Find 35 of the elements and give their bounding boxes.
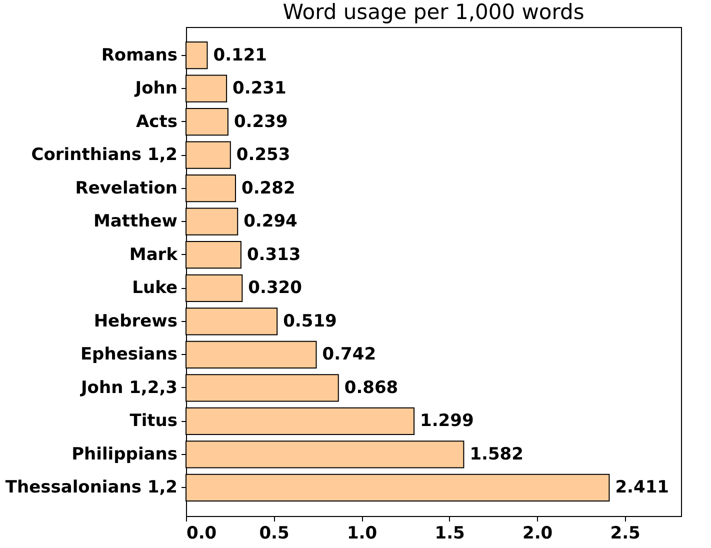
data-label: 0.239 <box>234 112 288 132</box>
y-tick-label: Philippians <box>72 444 178 464</box>
data-label: 0.294 <box>244 212 298 232</box>
y-tick-label: Romans <box>101 45 178 66</box>
data-label: 2.411 <box>615 478 669 498</box>
x-tick-label: 2.5 <box>610 524 640 544</box>
y-tick-label: Mark <box>129 244 178 265</box>
data-label: 0.519 <box>283 311 337 332</box>
y-tick-label: Hebrews <box>94 311 178 332</box>
x-tick-label: 2.0 <box>522 524 553 544</box>
data-label: 0.282 <box>242 178 296 198</box>
data-label: 0.868 <box>344 378 398 398</box>
y-tick-label: Luke <box>132 278 178 298</box>
y-tick-label: Matthew <box>94 212 178 232</box>
y-tick-label: Titus <box>130 411 178 432</box>
data-label: 1.299 <box>420 411 474 432</box>
data-label: 0.313 <box>246 244 301 265</box>
x-tick-label: 0.5 <box>259 524 290 544</box>
x-tick-label: 1.0 <box>346 524 378 544</box>
y-tick-label: Thessalonians 1,2 <box>5 478 178 498</box>
data-label: 0.320 <box>248 278 302 298</box>
data-label: 0.253 <box>236 145 290 166</box>
y-tick-label: Corinthians 1,2 <box>31 145 178 166</box>
data-label: 0.231 <box>232 78 286 99</box>
x-tick-label: 0.0 <box>186 524 217 544</box>
y-tick-label: John 1,2,3 <box>80 378 178 398</box>
y-tick-label: Ephesians <box>80 344 178 365</box>
data-label: 0.121 <box>213 45 268 66</box>
y-tick-label: Revelation <box>75 178 178 198</box>
data-label: 0.742 <box>322 344 376 365</box>
chart-title: Word usage per 1,000 words <box>282 0 584 24</box>
y-tick-label: John <box>134 78 178 99</box>
y-tick-label: Acts <box>136 112 178 132</box>
x-tick-label: 1.5 <box>434 524 465 544</box>
data-label: 1.582 <box>470 444 524 464</box>
